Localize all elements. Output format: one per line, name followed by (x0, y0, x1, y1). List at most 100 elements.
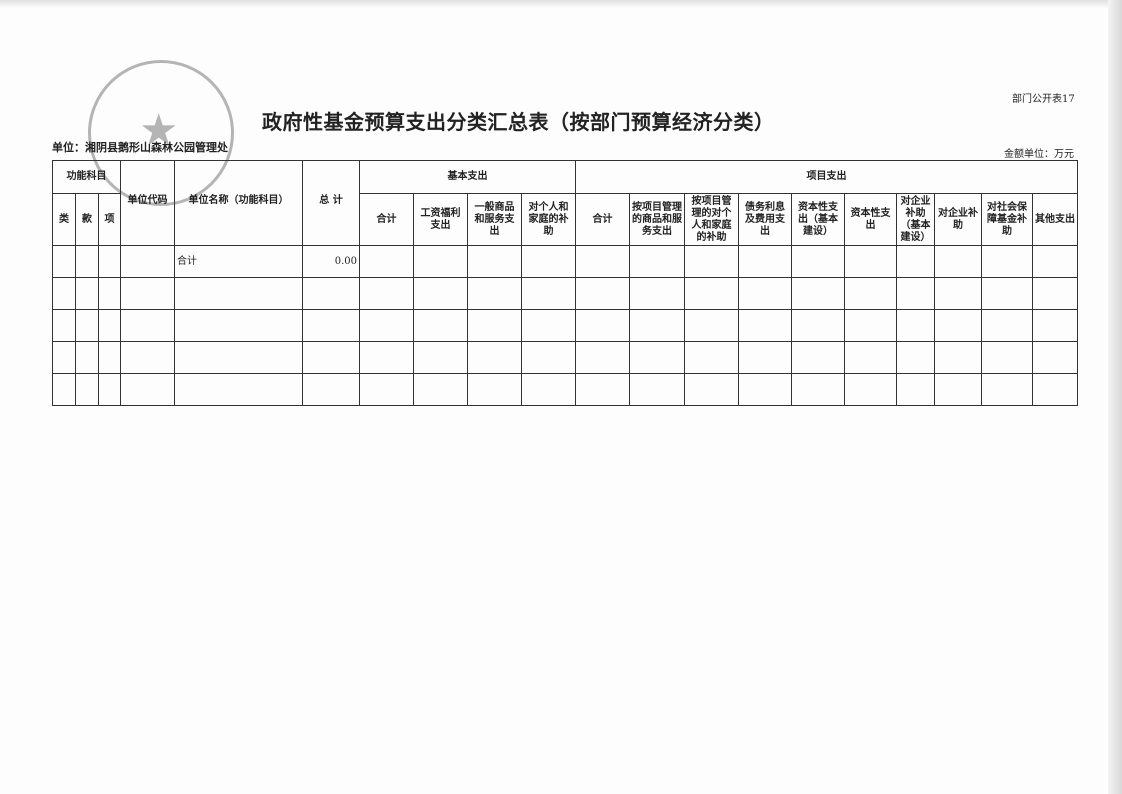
empty-cell (738, 373, 792, 406)
empty-cell (684, 373, 739, 406)
empty-cell (521, 245, 576, 278)
empty-cell (981, 341, 1033, 374)
table-row: 合计 0.00 (52, 245, 1078, 278)
empty-cell (413, 309, 468, 342)
empty-cell (174, 341, 303, 374)
empty-cell (52, 341, 76, 374)
empty-cell (521, 277, 576, 310)
header-cell: 款 (75, 193, 99, 246)
empty-cell (359, 277, 414, 310)
table-row (52, 341, 1078, 374)
empty-cell (1032, 277, 1078, 310)
empty-cell (684, 309, 739, 342)
header-cell: 债务利息及费用支出 (738, 193, 792, 246)
empty-cell (896, 309, 935, 342)
empty-cell (75, 341, 99, 374)
header-cell: 基本支出 (359, 160, 576, 194)
header-cell: 合计 (575, 193, 630, 246)
empty-cell (521, 309, 576, 342)
empty-cell (52, 277, 76, 310)
empty-cell (738, 277, 792, 310)
header-cell: 资本性支出 (844, 193, 897, 246)
empty-cell (981, 245, 1033, 278)
empty-cell (791, 373, 845, 406)
header-cell: 资本性支出（基本建设） (791, 193, 845, 246)
unit-label: 单位：湘阴县鹅形山森林公园管理处 (52, 141, 228, 154)
empty-cell (120, 373, 175, 406)
empty-cell (738, 245, 792, 278)
header-cell: 类 (52, 193, 76, 246)
table-row: 类款项合计 工资福利支出 一般商品和服务支出 对个人和家庭的补助 合计 按项目管理的商品和… (52, 193, 1078, 246)
header-cell: 功能科目 (52, 160, 121, 194)
header-cell: 项目支出 (575, 160, 1078, 194)
empty-cell (629, 341, 685, 374)
empty-cell (75, 309, 99, 342)
empty-cell (359, 309, 414, 342)
empty-cell (413, 277, 468, 310)
empty-cell (684, 277, 739, 310)
empty-cell (575, 277, 630, 310)
empty-cell (934, 277, 982, 310)
header-cell: 单位名称（功能科目） (174, 160, 303, 246)
empty-cell (302, 277, 360, 310)
empty-cell (174, 277, 303, 310)
table-row (52, 277, 1078, 310)
empty-cell (896, 373, 935, 406)
header-cell: 项 (98, 193, 121, 246)
empty-cell (413, 341, 468, 374)
empty-cell (629, 309, 685, 342)
empty-cell (575, 341, 630, 374)
empty-cell (52, 373, 76, 406)
empty-cell (896, 277, 935, 310)
table-row (52, 309, 1078, 342)
empty-cell (684, 341, 739, 374)
empty-cell (934, 373, 982, 406)
empty-cell (844, 309, 897, 342)
empty-cell (575, 245, 630, 278)
empty-cell (896, 341, 935, 374)
empty-cell (844, 341, 897, 374)
empty-cell (52, 245, 76, 278)
data-cell: 0.00 (302, 245, 360, 278)
empty-cell (302, 341, 360, 374)
empty-cell (791, 309, 845, 342)
empty-cell (844, 277, 897, 310)
empty-cell (75, 245, 99, 278)
empty-cell (75, 373, 99, 406)
empty-cell (521, 373, 576, 406)
empty-cell (844, 245, 897, 278)
empty-cell (302, 373, 360, 406)
empty-cell (359, 341, 414, 374)
empty-cell (629, 373, 685, 406)
header-cell: 总 计 (302, 160, 360, 246)
header-cell: 按项目管理的商品和服务支出 (629, 193, 685, 246)
header-cell: 对社会保障基金补助 (981, 193, 1033, 246)
empty-cell (1032, 373, 1078, 406)
empty-cell (413, 245, 468, 278)
header-cell: 对企业补助（基本建设） (896, 193, 935, 246)
empty-cell (934, 341, 982, 374)
empty-cell (1032, 309, 1078, 342)
empty-cell (629, 245, 685, 278)
empty-cell (467, 277, 522, 310)
empty-cell (1032, 341, 1078, 374)
empty-cell (52, 309, 76, 342)
empty-cell (98, 341, 121, 374)
amount-unit: 金额单位：万元 (1004, 149, 1074, 160)
form-number: 部门公开表17 (1012, 94, 1075, 105)
empty-cell (120, 245, 175, 278)
empty-cell (629, 277, 685, 310)
header-cell: 单位代码 (120, 160, 175, 246)
empty-cell (981, 277, 1033, 310)
empty-cell (738, 341, 792, 374)
document-title: 政府性基金预算支出分类汇总表（按部门预算经济分类） (262, 110, 775, 134)
empty-cell (359, 245, 414, 278)
empty-cell (738, 309, 792, 342)
empty-cell (844, 373, 897, 406)
empty-cell (75, 277, 99, 310)
header-cell: 按项目管理的对个人和家庭的补助 (684, 193, 739, 246)
scan-edge (1108, 0, 1122, 794)
empty-cell (934, 309, 982, 342)
header-cell: 合计 (359, 193, 414, 246)
empty-cell (575, 309, 630, 342)
